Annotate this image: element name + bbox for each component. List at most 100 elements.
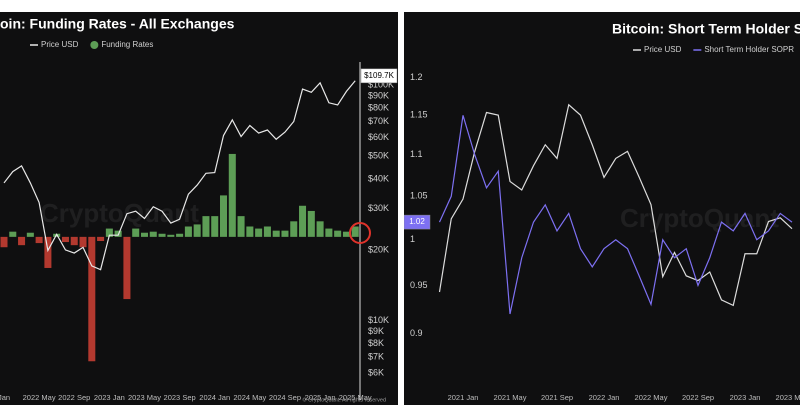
y-tick-label: 1.2 — [410, 72, 423, 82]
funding-bar — [167, 234, 175, 237]
funding-bar — [211, 216, 219, 237]
funding-bar — [0, 236, 8, 248]
funding-bar — [316, 221, 324, 237]
legend-label: Price USD — [41, 40, 79, 49]
y-tick-label: $90K — [368, 90, 389, 100]
y-tick-label: $60K — [368, 132, 389, 142]
x-tick-label: 2022 May — [23, 393, 56, 402]
funding-bar — [272, 230, 280, 237]
x-tick-label: 2023 Sep — [164, 393, 196, 402]
y-tick-label: $40K — [368, 173, 389, 183]
x-tick-label: 2024 Sep — [269, 393, 301, 402]
funding-bar — [97, 236, 105, 242]
funding-bar — [61, 236, 69, 243]
panel-background — [0, 12, 398, 405]
funding-bar — [325, 228, 333, 237]
y-tick-label: $50K — [368, 151, 389, 161]
funding-bar — [105, 228, 113, 237]
funding-bar — [263, 226, 271, 237]
funding-bar — [228, 153, 236, 237]
x-tick-label: 2021 May — [494, 393, 527, 402]
legend-label: Funding Rates — [101, 40, 153, 49]
funding-bar — [79, 236, 87, 248]
y-tick-label: 0.95 — [410, 280, 428, 290]
funding-bar — [123, 236, 131, 300]
series-line — [438, 103, 793, 307]
funding-bar — [132, 228, 140, 237]
funding-bar — [193, 224, 201, 237]
funding-bar — [290, 221, 298, 237]
x-tick-label: 2021 Jan — [448, 393, 479, 402]
x-tick-label: 2023 May — [128, 393, 161, 402]
x-tick-label: 2025 May — [339, 393, 372, 402]
funding-bar — [220, 195, 228, 237]
series-line — [3, 80, 356, 271]
funding-bar — [334, 230, 342, 237]
y-tick-label: $8K — [368, 338, 384, 348]
funding-bar — [9, 231, 17, 237]
y-tick-label: $7K — [368, 352, 384, 362]
y-tick-label: 1.05 — [410, 191, 428, 201]
copyright: © CryptoQuant. All rights reserved — [302, 396, 386, 403]
y-tick-label: $6K — [368, 367, 384, 377]
funding-bar — [255, 228, 263, 237]
x-tick-label: 2023 May — [776, 393, 800, 402]
funding-bar — [70, 236, 78, 246]
funding-bar — [26, 232, 34, 237]
chart-title: Bitcoin: Short Term Holder SOPR — [612, 21, 800, 37]
funding-bar — [18, 236, 26, 246]
funding-bar — [281, 230, 289, 237]
x-tick-label: 2022 Jan — [589, 393, 620, 402]
y-tick-label: 0.9 — [410, 328, 423, 338]
x-tick-label: 2024 Jan — [199, 393, 230, 402]
y-tick-label: 1.15 — [410, 110, 428, 120]
current-value-box — [360, 68, 398, 84]
funding-bar — [342, 231, 350, 237]
funding-bar — [184, 226, 192, 237]
panel-left: CryptoQuant oin: Funding Rates - All Exch… — [0, 16, 398, 403]
y-tick-label: 1 — [410, 234, 415, 244]
funding-bar — [140, 232, 148, 237]
legend-label: Short Term Holder SOPR — [704, 45, 794, 54]
y-tick-label: $10K — [368, 315, 389, 325]
funding-bar — [307, 210, 315, 237]
y-tick-label: $30K — [368, 203, 389, 213]
funding-bar — [246, 226, 254, 237]
x-tick-label: 2024 May — [233, 393, 266, 402]
funding-bar — [176, 233, 184, 237]
y-tick-label: $70K — [368, 116, 389, 126]
y-tick-label: $100K — [368, 80, 394, 90]
x-tick-label: Jan — [0, 393, 10, 402]
x-tick-label: 2022 May — [635, 393, 668, 402]
highlight-circle — [349, 222, 371, 244]
y-tick-label: $9K — [368, 326, 384, 336]
x-tick-label: 2025 Jan — [305, 393, 336, 402]
x-tick-label: 2022 Sep — [682, 393, 714, 402]
funding-bar — [88, 236, 96, 362]
x-tick-label: 2023 Jan — [94, 393, 125, 402]
funding-bar — [44, 236, 52, 268]
funding-bar — [202, 216, 210, 237]
current-value-box — [404, 214, 431, 230]
legend-swatch — [90, 41, 99, 49]
panel-right: CryptoQuant Bitcoin: Short Term Holder SO… — [404, 21, 800, 402]
current-value-label: 1.02 — [409, 217, 425, 226]
funding-bar — [35, 236, 43, 244]
watermark: CryptoQuant — [620, 203, 779, 233]
y-tick-label: 1.1 — [410, 149, 423, 159]
funding-bar — [158, 233, 166, 237]
chart-title: oin: Funding Rates - All Exchanges — [0, 16, 235, 32]
x-tick-label: 2022 Sep — [58, 393, 90, 402]
x-tick-label: 2021 Sep — [541, 393, 573, 402]
legend-label: Price USD — [644, 45, 682, 54]
watermark: CryptoQuant — [40, 198, 199, 228]
series-line — [438, 115, 793, 315]
y-tick-label: $20K — [368, 244, 389, 254]
funding-bar — [351, 226, 359, 237]
panel-background — [404, 12, 800, 405]
funding-bar — [299, 205, 307, 237]
x-tick-label: 2023 Jan — [730, 393, 761, 402]
funding-bar — [149, 231, 157, 237]
